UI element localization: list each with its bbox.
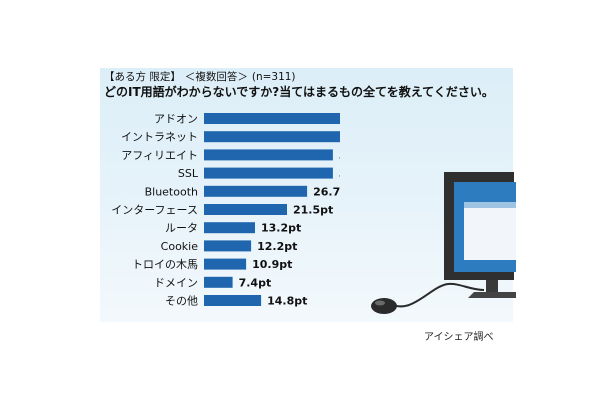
bar [204,185,308,197]
bar [204,222,255,234]
value-label: 33.4pt [339,167,340,180]
bar [204,258,247,270]
header-meta: 【ある方 限定】 ＜複数回答＞ (n=311) [104,70,494,84]
category-label: インターフェース [111,204,198,217]
category-label: ルータ [165,222,198,235]
bar [204,149,333,161]
screen-window [464,202,516,260]
value-label: 33.4pt [339,149,340,162]
value-label: 7.4pt [239,276,272,289]
header-answer-type: ＜複数回答＞ [184,71,248,83]
category-label: イントラネット [121,131,198,144]
mouse-icon [371,298,397,314]
monitor-icon [444,172,516,298]
category-label: その他 [165,295,198,308]
window-titlebar [464,202,516,208]
bar [204,167,333,179]
value-label: 13.2pt [261,222,301,235]
value-label: 14.8pt [267,295,307,308]
monitor-base [468,292,516,298]
mouse-cable [387,282,485,308]
computer-illustration [371,172,516,314]
monitor-neck [486,280,498,294]
bar [204,204,287,215]
bar [204,131,340,143]
bar [204,276,233,288]
header-tag: 【ある方 限定】 [104,71,181,83]
category-label: アフィリエイト [121,149,198,162]
chart-header: 【ある方 限定】 ＜複数回答＞ (n=311) どのIT用語がわからないですか?当て… [104,70,494,100]
category-label: ドメイン [154,276,198,289]
chart-question: どのIT用語がわからないですか?当てはまるもの全てを教えてください。 [104,85,494,99]
bar-chart: アドオン48.6ptイントラネット41.2ptアフィリエイト33.4ptSSL3… [111,113,340,308]
category-label: トロイの木馬 [132,258,198,271]
value-label: 21.5pt [293,204,333,217]
bar [204,240,252,252]
value-label: 10.9pt [252,258,292,271]
value-label: 26.7pt [313,185,340,198]
category-label: Cookie [161,240,199,253]
header-sample-size: (n=311) [251,71,296,83]
value-label: 12.2pt [257,240,297,253]
category-label: Bluetooth [145,185,198,198]
category-label: SSL [178,167,199,180]
bar [204,295,262,306]
bar [204,113,340,124]
source-note: アイシェア調べ [424,332,494,343]
category-label: アドオン [154,113,198,126]
